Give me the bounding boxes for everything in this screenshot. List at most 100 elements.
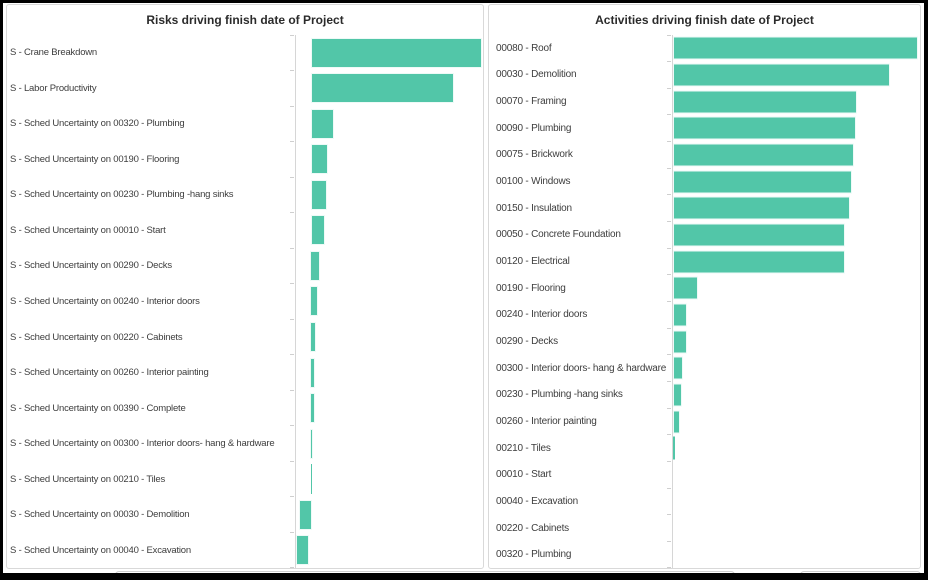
chart-row: S - Sched Uncertainty on 00230 - Plumbin… [7,176,483,213]
category-label: S - Sched Uncertainty on 00320 - Plumbin… [10,118,185,130]
plot-cell [672,141,920,169]
plot-cell [295,354,483,391]
bar[interactable] [310,357,316,388]
bar[interactable] [673,436,675,460]
chart-row: S - Sched Uncertainty on 00220 - Cabinet… [7,318,483,355]
chart-row: 00100 - Windows [489,167,920,195]
category-label: S - Sched Uncertainty on 00210 - Tiles [10,473,166,485]
category-label: S - Sched Uncertainty on 00030 - Demolit… [10,509,190,521]
chart-row: 00040 - Excavation [489,487,920,515]
chart-row: 00070 - Framing [489,87,920,115]
plot-cell [672,408,920,435]
bar[interactable] [673,116,857,140]
category-label: S - Sched Uncertainty on 00390 - Complet… [10,402,186,414]
chart-row: 00120 - Electrical [489,247,920,275]
bar[interactable] [310,215,326,246]
bar[interactable] [673,303,688,327]
bar[interactable] [310,37,483,68]
chart-row: S - Sched Uncertainty on 00040 - Excavat… [7,531,483,568]
bar[interactable] [310,428,314,459]
bar[interactable] [310,108,335,139]
category-label: S - Sched Uncertainty on 00240 - Interio… [10,295,200,307]
plot-cell [672,328,920,355]
bar[interactable] [673,410,680,434]
category-label: 00230 - Plumbing -hang sinks [496,389,623,401]
chart-row: 00075 - Brickwork [489,141,920,169]
category-label: S - Sched Uncertainty on 00190 - Floorin… [10,153,180,165]
bar[interactable] [673,170,853,194]
bar[interactable] [310,73,454,104]
bar[interactable] [673,330,688,354]
chart-row: 00230 - Plumbing -hang sinks [489,381,920,409]
chart-row: 00290 - Decks [489,327,920,355]
plot-cell [672,301,920,329]
chart-row: S - Sched Uncertainty on 00300 - Interio… [7,425,483,462]
plot-cell [295,283,483,320]
hidden-card-top-edge [800,571,921,573]
chart-row: 00150 - Insulation [489,194,920,222]
plot-cell [672,381,920,409]
bar[interactable] [310,464,313,495]
bar[interactable] [673,223,846,247]
bar[interactable] [310,322,316,353]
chart-row: 00210 - Tiles [489,434,920,462]
plot-cell [295,532,483,568]
activities-chart-card: Activities driving finish date of Projec… [488,4,921,569]
plot-cell [672,194,920,222]
chart-row: S - Labor Productivity [7,70,483,107]
risks-chart-card: Risks driving finish date of Project S -… [6,4,484,569]
bar[interactable] [296,535,310,566]
bar[interactable] [673,250,846,274]
category-label: S - Sched Uncertainty on 00230 - Plumbin… [10,189,234,201]
bar[interactable] [310,393,315,424]
plot-cell [672,35,920,62]
plot-cell [295,425,483,462]
category-label: 00320 - Plumbing [496,549,572,561]
bar[interactable] [673,276,698,300]
plot-cell [295,70,483,107]
chart-row: 00010 - Start [489,461,920,489]
bar[interactable] [673,36,918,60]
chart-row: S - Sched Uncertainty on 00320 - Plumbin… [7,105,483,142]
bar[interactable] [310,144,328,175]
plot-cell [672,114,920,142]
bar[interactable] [673,356,683,380]
plot-cell [672,514,920,542]
bar[interactable] [673,196,851,220]
bar[interactable] [310,250,321,281]
chart-row: 00220 - Cabinets [489,514,920,542]
plot-cell [672,168,920,195]
chart-row: 00300 - Interior doors- hang & hardware [489,354,920,382]
plot-cell [295,177,483,213]
category-label: 00050 - Concrete Foundation [496,229,621,241]
category-label: S - Sched Uncertainty on 00010 - Start [10,224,166,236]
category-label: S - Labor Productivity [10,82,97,94]
plot-cell [672,61,920,89]
plot-cell [672,434,920,462]
category-label: 00300 - Interior doors- hang & hardware [496,362,667,374]
chart-row: 00190 - Flooring [489,274,920,302]
plot-cell [295,496,483,533]
plot-cell [295,106,483,142]
category-label: 00150 - Insulation [496,202,572,214]
bar[interactable] [310,179,327,210]
category-label: 00070 - Framing [496,96,567,108]
chart-row: 00050 - Concrete Foundation [489,221,920,249]
bar[interactable] [673,63,891,87]
plot-cell [672,88,920,115]
category-label: 00210 - Tiles [496,442,551,454]
plot-cell [672,248,920,275]
plot-cell [295,319,483,355]
chart-row: 00030 - Demolition [489,61,920,89]
category-label: 00220 - Cabinets [496,522,569,534]
bar[interactable] [673,143,855,167]
category-label: 00260 - Interior painting [496,416,597,428]
chart-row: 00320 - Plumbing [489,540,920,568]
bar[interactable] [673,383,683,407]
bar[interactable] [298,499,313,530]
bar[interactable] [673,90,857,114]
bar[interactable] [310,286,319,317]
chart-row: 00090 - Plumbing [489,114,920,142]
plot-cell [295,141,483,178]
plot-cell [295,248,483,284]
